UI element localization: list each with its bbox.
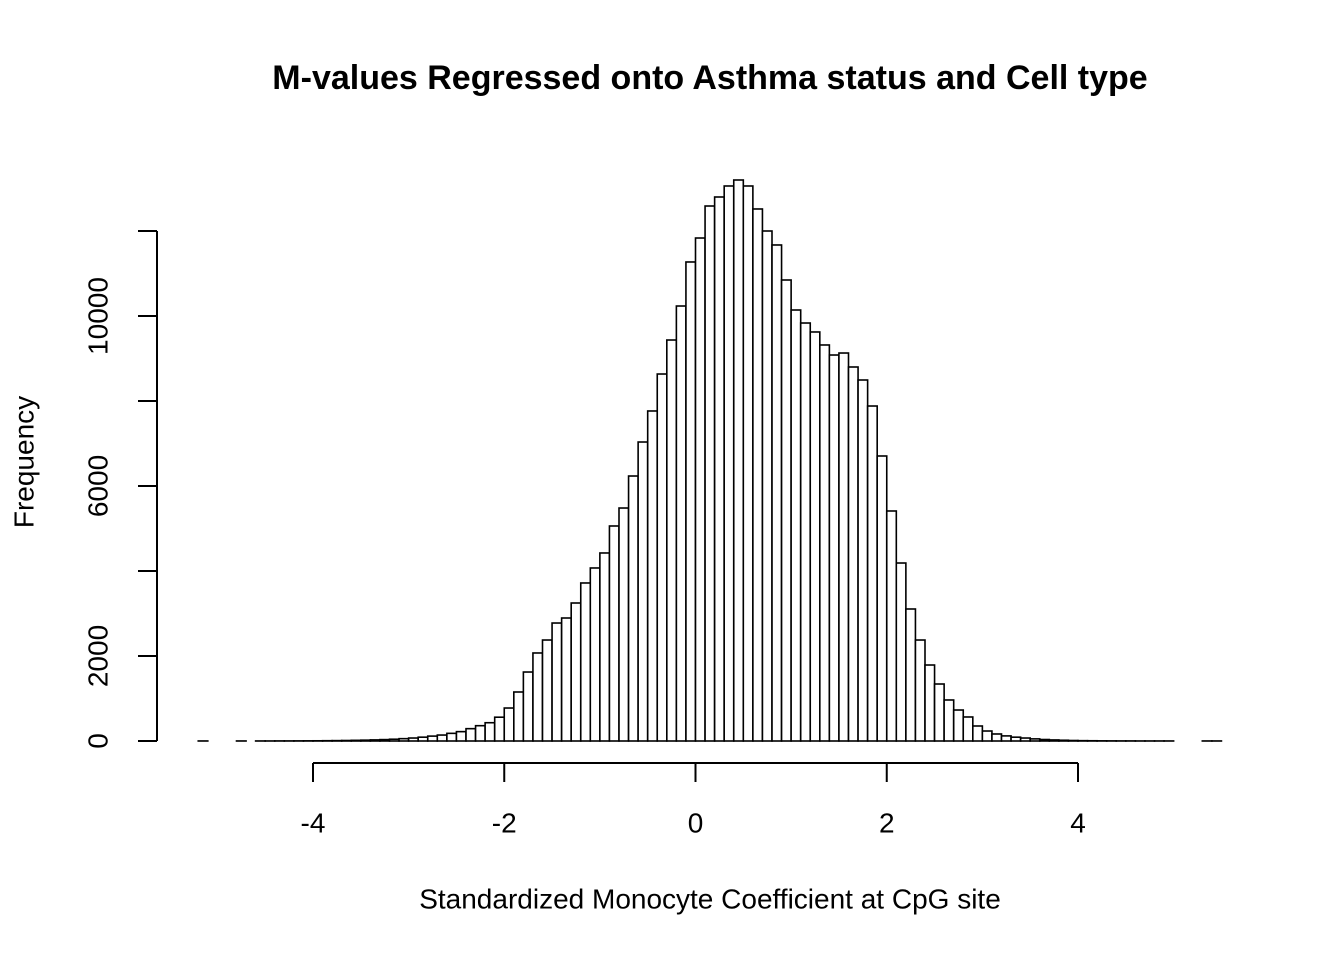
bar: [541, 639, 553, 742]
bar: [742, 185, 754, 742]
bar: [752, 208, 764, 742]
bar: [360, 739, 372, 742]
bar: [895, 562, 907, 742]
x-tick-label: 4: [1070, 807, 1086, 838]
bar: [465, 727, 477, 742]
bar: [522, 671, 534, 742]
bar: [1067, 739, 1079, 742]
bar: [417, 736, 429, 742]
bar: [646, 410, 659, 742]
bar: [656, 373, 668, 742]
bar: [981, 730, 993, 742]
bar: [809, 331, 821, 742]
bar: [513, 691, 525, 742]
bar: [484, 721, 496, 742]
bar: [838, 352, 850, 742]
x-axis-label: Standardized Monocyte Coefficient at CpG…: [419, 883, 1001, 914]
bar: [340, 739, 353, 742]
bar: [732, 179, 745, 742]
bar: [560, 617, 572, 742]
bar: [885, 510, 898, 742]
bar: [799, 322, 812, 742]
bar: [943, 699, 955, 742]
bar: [1038, 738, 1051, 742]
bar: [1000, 735, 1012, 742]
bar: [1058, 739, 1070, 742]
bar: [972, 725, 984, 742]
chart-title: M-values Regressed onto Asthma status an…: [272, 59, 1147, 97]
bar: [780, 279, 792, 742]
bar: [570, 602, 582, 742]
bar: [666, 339, 678, 742]
bar: [857, 379, 869, 742]
bar: [991, 733, 1003, 742]
bar: [608, 525, 620, 742]
bar: [723, 185, 735, 742]
bar: [407, 737, 419, 742]
bar: [589, 567, 601, 742]
bar: [685, 261, 697, 742]
bar: [675, 305, 687, 742]
bar: [551, 622, 563, 742]
bar: [1029, 738, 1041, 742]
bar: [446, 732, 458, 742]
bar: [398, 737, 410, 742]
bar: [532, 652, 544, 742]
bar: [369, 739, 381, 742]
bar: [704, 205, 716, 742]
bar: [905, 608, 917, 742]
y-tick-label: 2000: [82, 625, 113, 687]
bar: [847, 366, 859, 742]
bar: [599, 552, 611, 742]
bar: [828, 354, 840, 742]
bar: [637, 441, 649, 742]
bar: [1019, 737, 1031, 742]
bar: [933, 683, 945, 742]
bar: [379, 738, 391, 742]
bar: [493, 716, 506, 742]
bar: [388, 738, 400, 742]
bar: [952, 709, 965, 742]
y-tick-label: 6000: [82, 455, 113, 517]
x-tick-label: -2: [492, 807, 517, 838]
bar: [914, 639, 926, 742]
bar: [579, 582, 592, 742]
bar: [694, 237, 706, 742]
bar: [426, 735, 439, 742]
bar: [924, 664, 936, 742]
bar: [819, 344, 831, 742]
x-tick-label: 2: [879, 807, 895, 838]
bar: [1048, 739, 1060, 742]
x-tick-label: -4: [301, 807, 326, 838]
bar: [713, 196, 725, 742]
bar: [1010, 736, 1022, 742]
bar: [790, 309, 802, 742]
bar: [962, 716, 974, 742]
y-tick-label: 0: [82, 733, 113, 749]
bar: [618, 507, 630, 742]
bar: [876, 455, 888, 742]
bar: [761, 230, 773, 742]
bar: [771, 244, 783, 742]
bar: [350, 739, 362, 742]
bar: [474, 724, 486, 742]
bar: [503, 707, 515, 742]
bar: [627, 475, 639, 742]
bar: [866, 405, 878, 742]
bar: [436, 734, 448, 742]
x-tick-label: 0: [688, 807, 704, 838]
bar: [455, 730, 467, 742]
y-tick-label: 10000: [82, 277, 113, 355]
y-axis-label: Frequency: [8, 396, 39, 528]
